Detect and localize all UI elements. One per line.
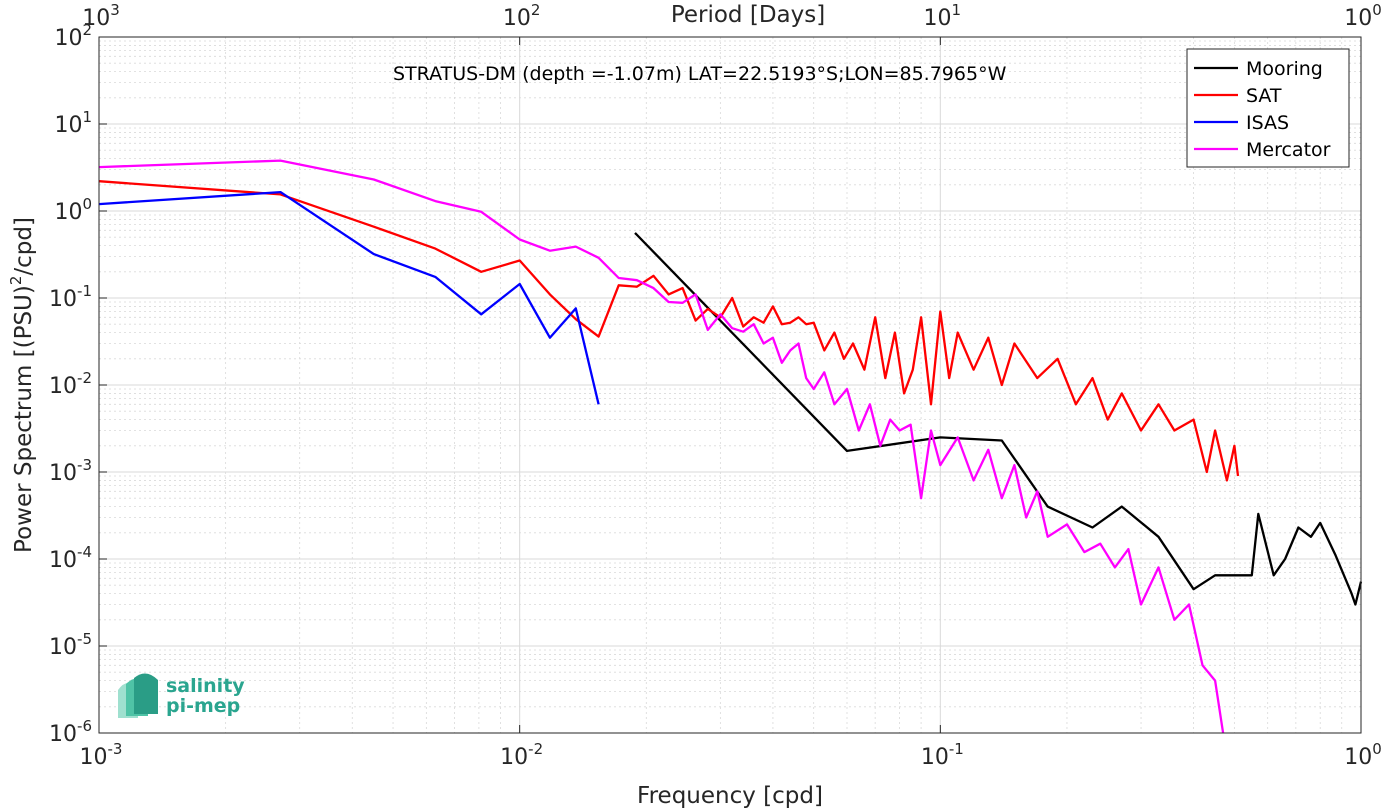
top-tick-label: 102 <box>503 1 541 31</box>
legend: Mooring SAT ISAS Mercator <box>1186 48 1350 168</box>
top-tick-label: 103 <box>82 1 120 31</box>
y-axis-label-main: Power Spectrum [(PSU) <box>11 285 37 553</box>
top-axis-label: Period [Days] <box>671 2 825 28</box>
logo-text-pimep: pi-mep <box>166 695 240 717</box>
y-axis-label-tail: /cpd] <box>11 217 37 276</box>
top-tick-label: 100 <box>1344 1 1382 31</box>
y-axis-label-exp: 2 <box>7 276 25 286</box>
y-tick-label: 10-6 <box>49 717 92 747</box>
grid-lines <box>99 37 1361 733</box>
y-tick-label: 102 <box>54 21 92 51</box>
y-tick-label: 10-4 <box>49 543 92 573</box>
series-line-mercator <box>98 159 1225 734</box>
legend-label-mercator: Mercator <box>1246 139 1331 161</box>
top-tick-label: 101 <box>924 1 962 31</box>
series-lines <box>98 159 1363 734</box>
x-tick-label: 10-1 <box>921 740 964 770</box>
legend-label-mooring: Mooring <box>1246 58 1323 80</box>
y-axis-label: Power Spectrum [(PSU)2/cpd] <box>7 217 37 553</box>
x-tick-label: 100 <box>1344 740 1382 770</box>
x-tick-label: 10-3 <box>80 740 123 770</box>
series-line-mooring <box>634 232 1363 606</box>
x-axis-label: Frequency [cpd] <box>637 783 823 809</box>
y-tick-label: 10-3 <box>49 456 92 486</box>
legend-label-isas: ISAS <box>1246 112 1289 134</box>
y-tick-label: 101 <box>54 108 92 138</box>
legend-label-sat: SAT <box>1246 85 1282 107</box>
chart-title: STRATUS-DM (depth =-1.07m) LAT=22.5193°S… <box>393 63 1007 85</box>
y-tick-label: 10-5 <box>49 630 92 660</box>
salinity-pimep-logo: salinity pi-mep <box>118 673 245 718</box>
y-tick-label: 10-2 <box>49 369 92 399</box>
logo-text-salinity: salinity <box>166 675 245 697</box>
x-tick-label: 10-2 <box>500 740 543 770</box>
series-line-sat <box>98 180 1240 482</box>
y-tick-label: 10-1 <box>49 282 92 312</box>
y-tick-label: 100 <box>54 195 92 225</box>
series-line-isas <box>98 190 600 405</box>
